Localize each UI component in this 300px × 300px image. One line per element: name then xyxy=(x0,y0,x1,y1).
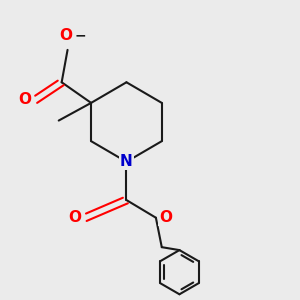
Text: −: − xyxy=(75,28,86,43)
Text: O: O xyxy=(160,210,173,225)
Text: O: O xyxy=(68,210,81,225)
Text: N: N xyxy=(120,154,133,169)
Text: O: O xyxy=(60,28,73,43)
Text: O: O xyxy=(18,92,32,107)
